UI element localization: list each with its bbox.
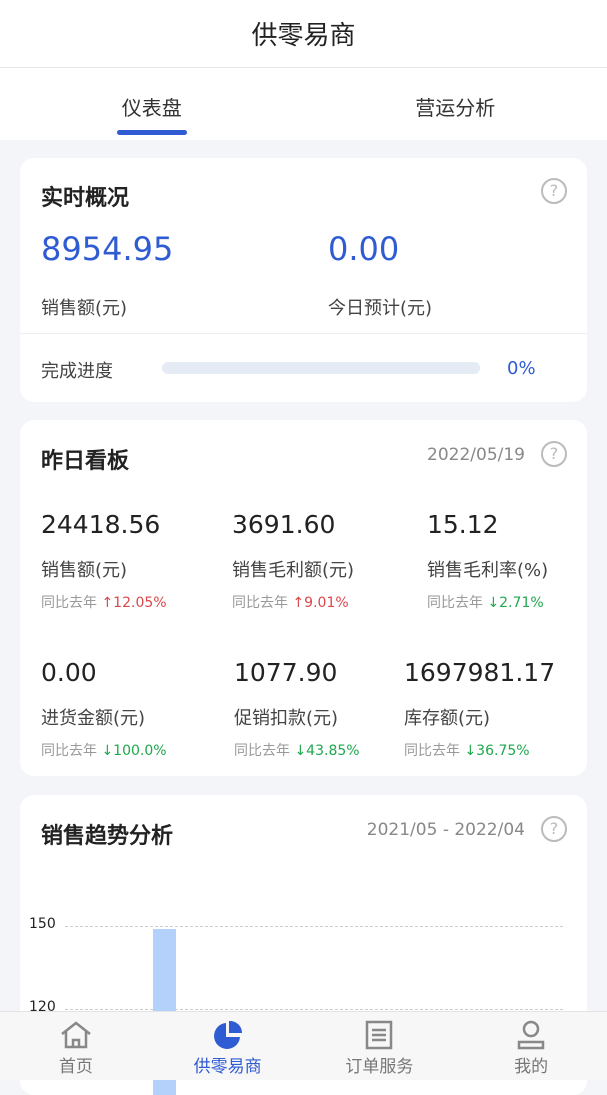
progress-text: 0%: [507, 358, 536, 379]
progress-label: 完成进度: [41, 357, 113, 383]
yoy-label: 同比去年: [41, 595, 97, 611]
date-range: 2021/05 - 2022/04: [367, 820, 525, 840]
bottom-nav: 首页 供零易商 订单服务 我的: [0, 1011, 607, 1080]
y-tick-label: 150: [29, 916, 56, 932]
page-title: 供零易商: [251, 15, 355, 52]
nav-label: 我的: [514, 1057, 548, 1077]
date-label: 2022/05/19: [427, 445, 525, 465]
yoy-change: ↓100.0%: [101, 743, 166, 759]
metric-label: 销售额(元): [41, 556, 127, 582]
metric-value: 3691.60: [232, 510, 335, 539]
forecast-value: 0.00: [328, 230, 399, 268]
yoy-label: 同比去年: [404, 743, 460, 759]
metric-value: 0.00: [41, 658, 97, 687]
card-title: 销售趋势分析: [41, 818, 173, 850]
metric-yoy: 同比去年 ↑9.01%: [232, 592, 349, 612]
metric-value: 1697981.17: [404, 658, 555, 687]
gridline: [65, 926, 563, 927]
progress-bar: [162, 362, 480, 374]
gridline: [65, 1009, 563, 1010]
forecast-label: 今日预计(元): [328, 294, 432, 320]
yoy-change: ↑12.05%: [101, 595, 166, 611]
metric-value: 24418.56: [41, 510, 160, 539]
nav-supply[interactable]: 供零易商: [152, 1012, 304, 1080]
tab-dashboard[interactable]: 仪表盘: [0, 68, 304, 140]
yoy-change: ↑9.01%: [292, 595, 348, 611]
sales-label: 销售额(元): [41, 294, 127, 320]
divider: [20, 333, 587, 334]
nav-label: 首页: [59, 1057, 93, 1077]
card-title: 昨日看板: [41, 443, 129, 475]
yesterday-card: 昨日看板 2022/05/19 ? 24418.56 销售额(元) 同比去年 ↑…: [20, 420, 587, 776]
help-icon[interactable]: ?: [541, 816, 567, 842]
realtime-card: 实时概况 ? 8954.95 销售额(元) 0.00 今日预计(元) 完成进度 …: [20, 158, 587, 402]
metric-yoy: 同比去年 ↑12.05%: [41, 592, 167, 612]
home-icon: [59, 1020, 93, 1050]
document-icon: [362, 1020, 396, 1050]
card-title: 实时概况: [41, 180, 129, 212]
yoy-label: 同比去年: [232, 595, 288, 611]
nav-orders[interactable]: 订单服务: [304, 1012, 456, 1080]
yoy-change: ↓36.75%: [464, 743, 529, 759]
metric-value: 15.12: [427, 510, 499, 539]
metric-label: 促销扣款(元): [234, 704, 338, 730]
sales-value: 8954.95: [41, 230, 173, 268]
metric-yoy: 同比去年 ↓36.75%: [404, 740, 530, 760]
yoy-label: 同比去年: [427, 595, 483, 611]
metric-value: 1077.90: [234, 658, 337, 687]
user-icon: [514, 1020, 548, 1050]
help-icon[interactable]: ?: [541, 441, 567, 467]
yoy-change: ↓2.71%: [487, 595, 543, 611]
metric-yoy: 同比去年 ↓2.71%: [427, 592, 544, 612]
yoy-label: 同比去年: [41, 743, 97, 759]
tab-bar: 仪表盘 营运分析: [0, 68, 607, 140]
app-header: 供零易商: [0, 0, 607, 68]
nav-label: 供零易商: [194, 1057, 262, 1077]
yoy-label: 同比去年: [234, 743, 290, 759]
metric-yoy: 同比去年 ↓43.85%: [234, 740, 360, 760]
help-icon[interactable]: ?: [541, 178, 567, 204]
metric-yoy: 同比去年 ↓100.0%: [41, 740, 167, 760]
yoy-change: ↓43.85%: [294, 743, 359, 759]
metric-label: 销售毛利额(元): [232, 556, 354, 582]
metric-label: 销售毛利率(%): [427, 556, 548, 582]
nav-home[interactable]: 首页: [0, 1012, 152, 1080]
nav-label: 订单服务: [345, 1057, 413, 1077]
metric-label: 进货金额(元): [41, 704, 145, 730]
tab-operations[interactable]: 营运分析: [304, 68, 607, 140]
metric-label: 库存额(元): [404, 704, 490, 730]
nav-profile[interactable]: 我的: [455, 1012, 607, 1080]
pie-chart-icon: [211, 1020, 245, 1050]
